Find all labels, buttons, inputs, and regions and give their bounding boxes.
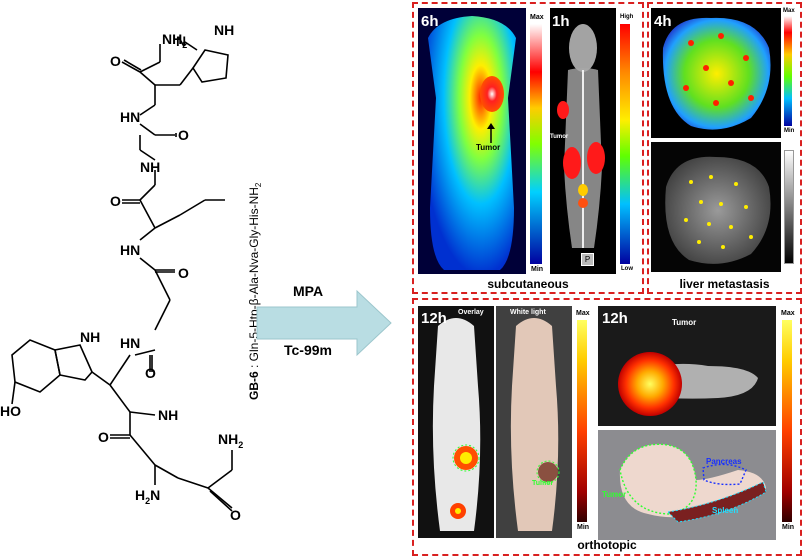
colorbar-1h-high: High — [620, 14, 634, 20]
colorbar-liver — [784, 16, 792, 126]
tumor-arrow-6h — [487, 123, 495, 143]
colorbar-orthotopic-right-max: Max — [781, 310, 795, 317]
atom-nh-1: NH — [140, 159, 160, 175]
image-orthotopic-12h-organ — [598, 306, 776, 426]
atom-nh2-top: NH2 — [162, 31, 187, 50]
caption-liver-metastasis: liver metastasis — [679, 277, 770, 291]
colorbar-orthotopic-left — [577, 320, 587, 522]
white-light-label: White light — [510, 309, 546, 316]
panel-subcutaneous — [412, 2, 644, 294]
time-label-12h-right: 12h — [602, 310, 628, 327]
image-orthotopic-white-light — [496, 306, 572, 538]
atom-hn-2: HN — [120, 242, 140, 258]
atom-o-2: O — [178, 127, 189, 143]
atom-hn-3: HN — [120, 335, 140, 351]
time-label-4h: 4h — [654, 13, 672, 30]
colorbar-6h-min: Min — [531, 266, 544, 273]
colorbar-6h — [530, 24, 542, 264]
atom-ho: HO — [0, 403, 21, 419]
tumor-label-white-light: Tumor — [532, 480, 554, 487]
atom-h2n: H2N — [135, 487, 160, 506]
atom-imidazole-n: N — [176, 33, 186, 49]
caption-orthotopic: orthotopic — [577, 538, 637, 552]
caption-subcutaneous: subcutaneous — [487, 277, 569, 291]
atom-indole-nh: NH — [80, 329, 100, 345]
atom-nh2-bottom: NH2 — [218, 431, 243, 450]
colorbar-1h — [620, 24, 630, 264]
colorbar-orthotopic-left-min: Min — [577, 524, 590, 531]
tumor-label-12h-right: Tumor — [672, 318, 697, 327]
tumor-label-1h: Tumor — [550, 134, 569, 140]
atom-o-3: O — [110, 193, 121, 209]
time-label-6h: 6h — [421, 13, 439, 30]
atom-o-1: O — [110, 53, 121, 69]
image-liver-4h — [651, 8, 781, 138]
image-subcutaneous-6h — [418, 8, 526, 274]
peptide-structure: NH2 NH N O HN O NH O HN O HN NH O HO NH … — [0, 22, 263, 523]
atom-o-7: O — [230, 507, 241, 523]
colorbar-1h-low: Low — [621, 266, 633, 272]
colorbar-liver-max: Max — [783, 8, 795, 14]
colorbar-orthotopic-left-max: Max — [576, 310, 590, 317]
image-liver-grayscale — [651, 142, 781, 272]
atom-o-5: O — [145, 365, 156, 381]
colorbar-6h-max: Max — [530, 14, 544, 21]
time-label-1h: 1h — [552, 13, 570, 30]
colorbar-liver-min: Min — [784, 128, 795, 134]
atom-o-4: O — [178, 265, 189, 281]
panel-orthotopic — [412, 298, 802, 556]
image-orthotopic-overlay — [418, 306, 494, 538]
panel-liver-metastasis — [647, 2, 802, 294]
atom-imidazole-nh: NH — [214, 22, 234, 38]
atom-o-6: O — [98, 429, 109, 445]
time-label-12h-left: 12h — [421, 310, 447, 327]
image-orthotopic-photo — [598, 430, 776, 540]
process-arrow — [256, 289, 392, 357]
arrow-label-tc99m: Tc-99m — [284, 342, 332, 358]
pancreas-label: Pancreas — [706, 457, 742, 466]
colorbar-liver-gray — [784, 150, 794, 264]
atom-hn-1: HN — [120, 109, 140, 125]
tumor-label-6h: Tumor — [476, 143, 501, 152]
atom-nh-2: NH — [158, 407, 178, 423]
image-subcutaneous-1h — [550, 8, 616, 274]
colorbar-orthotopic-right-min: Min — [782, 524, 795, 531]
arrow-label-mpa: MPA — [293, 283, 324, 299]
p-marker: P — [581, 253, 594, 266]
overlay-label: Overlay — [458, 309, 484, 316]
tumor-label-photo: Tumor — [602, 490, 627, 499]
colorbar-orthotopic-right — [782, 320, 792, 522]
spleen-label: Spleen — [712, 506, 739, 515]
